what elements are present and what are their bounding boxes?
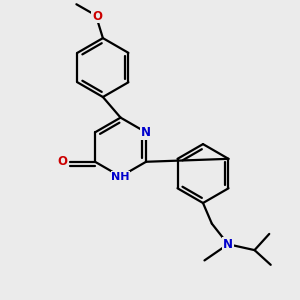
Text: N: N — [223, 238, 233, 251]
Text: O: O — [58, 155, 68, 168]
Text: NH: NH — [111, 172, 130, 182]
Text: N: N — [141, 126, 151, 139]
Text: O: O — [92, 10, 102, 22]
